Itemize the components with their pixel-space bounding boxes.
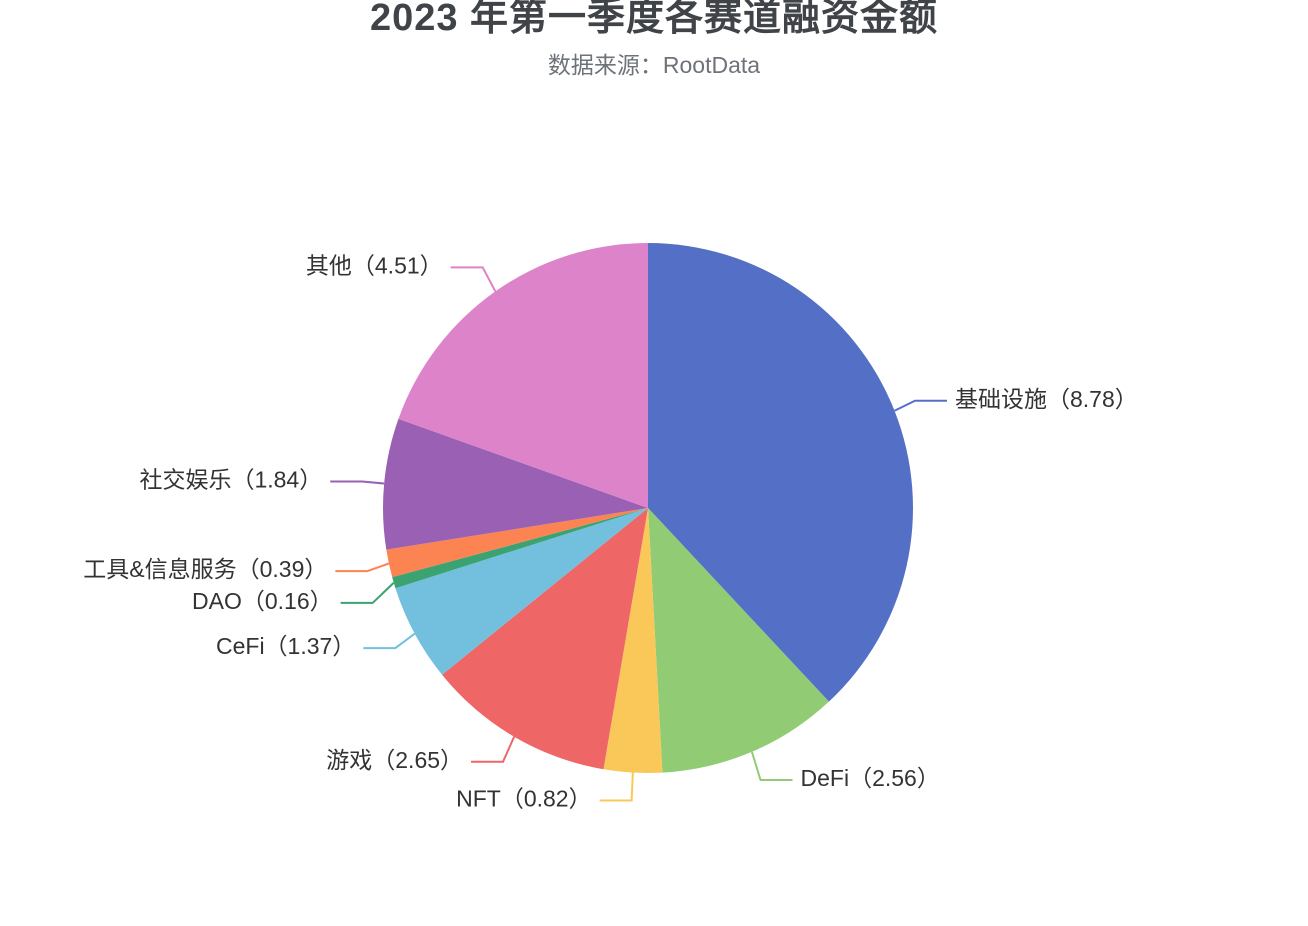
label-line-CeFi (363, 632, 416, 650)
pie-slice-CeFi[interactable] (395, 508, 648, 675)
label-line-DeFi (750, 751, 793, 782)
slice-label-游戏: 游戏（2.65） (326, 747, 463, 773)
chart-title: 2023 年第一季度各赛道融资金额 (369, 0, 939, 39)
pie-slice-工具&信息服务[interactable] (386, 508, 648, 578)
pie-slice-基础设施[interactable] (648, 243, 914, 702)
slice-label-DAO: DAO（0.16） (192, 588, 333, 614)
pie-slice-DAO[interactable] (392, 508, 648, 589)
pie-slice-其他[interactable] (398, 243, 648, 508)
label-line-DAO (340, 581, 395, 604)
slice-label-工具&信息服务: 工具&信息服务（0.39） (83, 556, 327, 582)
label-line-其他 (450, 266, 497, 292)
label-line-游戏 (471, 736, 516, 763)
label-line-社交娱乐 (330, 480, 385, 485)
pie-slice-社交娱乐[interactable] (383, 418, 648, 550)
label-line-工具&信息服务 (335, 562, 390, 573)
pie-slice-NFT[interactable] (603, 508, 663, 774)
pie-slice-游戏[interactable] (442, 508, 648, 770)
slice-label-其他: 其他（4.51） (306, 252, 443, 278)
pie-slice-DeFi[interactable] (648, 508, 829, 773)
label-line-基础设施 (894, 399, 947, 412)
slice-label-NFT: NFT（0.82） (456, 786, 591, 812)
slice-label-基础设施: 基础设施（8.78） (955, 386, 1138, 412)
slice-label-DeFi: DeFi（2.56） (801, 765, 940, 791)
chart-subtitle: 数据来源：RootData (547, 52, 761, 78)
slice-label-CeFi: CeFi（1.37） (216, 633, 355, 659)
slice-label-社交娱乐: 社交娱乐（1.84） (139, 467, 322, 493)
label-line-NFT (599, 772, 634, 802)
